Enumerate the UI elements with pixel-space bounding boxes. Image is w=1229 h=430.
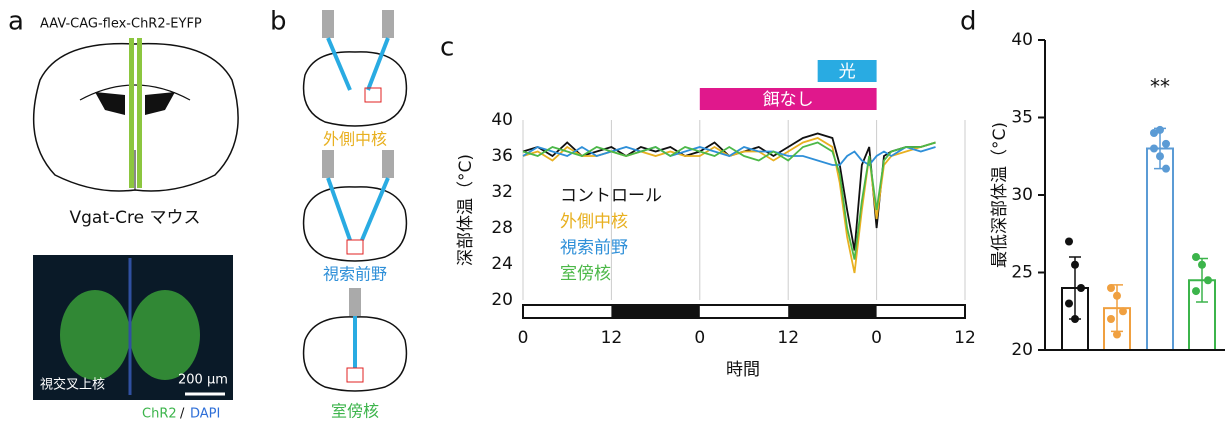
x-axis-title: 時間 bbox=[726, 360, 760, 380]
legend-entry: 外側中核 bbox=[560, 212, 628, 232]
x-tick-label: 0 bbox=[694, 328, 705, 348]
data-point bbox=[1192, 253, 1200, 261]
x-tick-label: 12 bbox=[954, 328, 976, 348]
data-point bbox=[1065, 238, 1073, 246]
y-tick-label: 35 bbox=[1011, 108, 1033, 128]
stain-label: / bbox=[180, 407, 185, 422]
panel-label: c bbox=[440, 33, 454, 63]
target-label: 視索前野 bbox=[323, 265, 387, 284]
target-label: 外側中核 bbox=[323, 130, 387, 149]
data-point bbox=[1107, 284, 1115, 292]
panel-label: d bbox=[960, 7, 977, 37]
y-tick-label: 40 bbox=[1011, 30, 1033, 50]
x-tick-label: 12 bbox=[601, 328, 623, 348]
significance: ** bbox=[1150, 75, 1170, 99]
legend-entry: 室傍核 bbox=[560, 264, 611, 284]
y-tick-label: 36 bbox=[491, 146, 513, 166]
x-tick-label: 12 bbox=[777, 328, 799, 348]
y-tick-label: 32 bbox=[491, 182, 513, 202]
data-point bbox=[1162, 165, 1170, 173]
y-tick-label: 28 bbox=[491, 218, 513, 238]
light-dark-bar bbox=[523, 305, 965, 318]
y-tick-label: 40 bbox=[491, 110, 513, 130]
y-tick-label: 20 bbox=[491, 290, 513, 310]
panel-label: b bbox=[270, 7, 287, 37]
y-axis-title: 深部体温（°C) bbox=[456, 154, 476, 266]
data-point bbox=[1119, 307, 1127, 315]
legend-entry: コントロール bbox=[560, 186, 662, 206]
data-point bbox=[1156, 126, 1164, 134]
data-point bbox=[1162, 140, 1170, 148]
stain-label: DAPI bbox=[190, 407, 220, 422]
y-axis-title: 最低深部体温（°C) bbox=[990, 122, 1010, 268]
bar bbox=[1147, 149, 1173, 351]
data-point bbox=[1156, 152, 1164, 160]
data-point bbox=[1113, 292, 1121, 300]
stain-label: ChR2 bbox=[142, 407, 177, 422]
y-tick-label: 24 bbox=[491, 254, 513, 274]
page: a AAV-CAG-flex-ChR2-EYFP Vgat-Cre マウス 視交… bbox=[0, 0, 1229, 430]
x-tick-label: 0 bbox=[518, 328, 529, 348]
data-point bbox=[1107, 315, 1115, 323]
data-point bbox=[1071, 261, 1079, 269]
data-point bbox=[1113, 331, 1121, 339]
y-tick-label: 20 bbox=[1011, 340, 1033, 360]
panel-label: a bbox=[8, 7, 24, 37]
y-tick-label: 25 bbox=[1011, 263, 1033, 283]
virus-label: AAV-CAG-flex-ChR2-EYFP bbox=[40, 17, 202, 32]
data-point bbox=[1192, 287, 1200, 295]
data-point bbox=[1077, 284, 1085, 292]
y-tick-label: 30 bbox=[1011, 185, 1033, 205]
data-point bbox=[1150, 145, 1158, 153]
brain-section bbox=[34, 38, 238, 191]
data-point bbox=[1204, 276, 1212, 284]
condition-label: 餌なし bbox=[763, 90, 814, 110]
legend-entry: 視索前野 bbox=[560, 238, 628, 258]
x-tick-label: 0 bbox=[871, 328, 882, 348]
target-label: 室傍核 bbox=[331, 402, 379, 421]
data-point bbox=[1198, 261, 1206, 269]
brain-diagrams bbox=[304, 10, 407, 391]
scale-label: 200 µm bbox=[178, 373, 228, 388]
figure: a AAV-CAG-flex-ChR2-EYFP Vgat-Cre マウス 視交… bbox=[0, 0, 1229, 430]
condition-label: 光 bbox=[839, 62, 856, 82]
data-point bbox=[1071, 315, 1079, 323]
region-label: 視交叉上核 bbox=[40, 377, 105, 393]
data-point bbox=[1065, 300, 1073, 308]
mouse-label: Vgat-Cre マウス bbox=[70, 208, 201, 228]
